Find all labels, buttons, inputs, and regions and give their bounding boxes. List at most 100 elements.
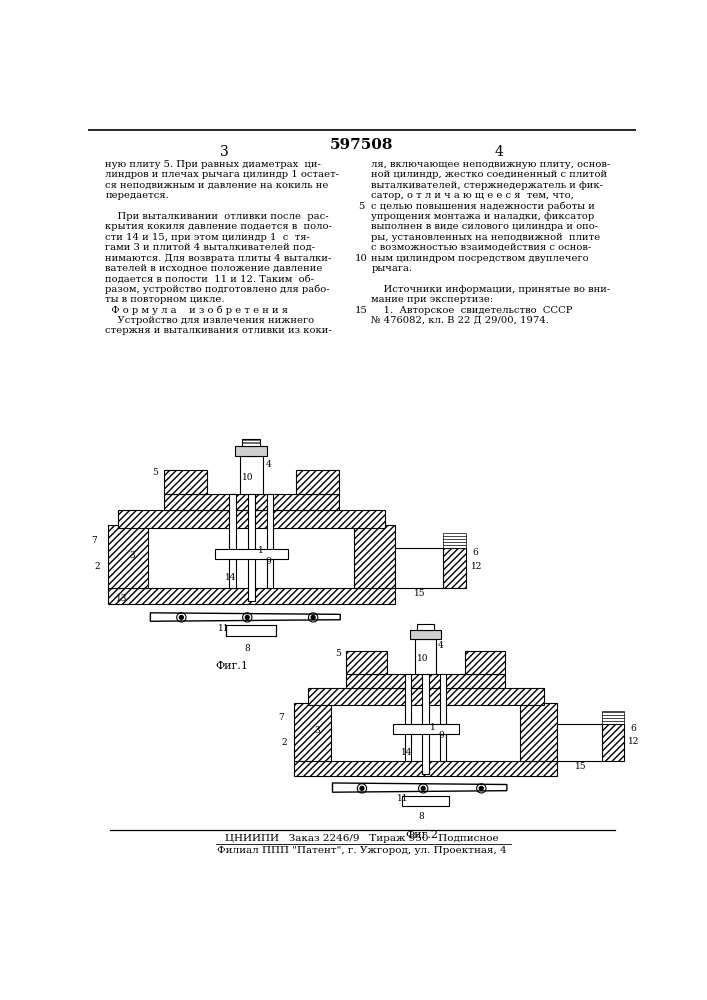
Text: выполнен в виде силового цилиндра и опо-: выполнен в виде силового цилиндра и опо- bbox=[371, 222, 598, 231]
Bar bbox=[230, 494, 235, 588]
Text: 3: 3 bbox=[220, 145, 228, 159]
Text: 6: 6 bbox=[631, 724, 636, 733]
Text: 13: 13 bbox=[116, 594, 127, 603]
Text: 1.  Авторское  свидетельство  СССР: 1. Авторское свидетельство СССР bbox=[371, 306, 573, 315]
Text: сти 14 и 15, при этом цилиндр 1  с  тя-: сти 14 и 15, при этом цилиндр 1 с тя- bbox=[105, 233, 310, 242]
Text: ля, включающее неподвижную плиту, основ-: ля, включающее неподвижную плиту, основ- bbox=[371, 160, 611, 169]
Circle shape bbox=[360, 786, 364, 790]
Text: 15: 15 bbox=[575, 762, 586, 771]
Text: крытия кокиля давление подается в  поло-: крытия кокиля давление подается в поло- bbox=[105, 222, 332, 231]
Text: передается.: передается. bbox=[105, 191, 169, 200]
Text: 10: 10 bbox=[243, 473, 254, 482]
Text: Ф о р м у л а    и з о б р е т е н и я: Ф о р м у л а и з о б р е т е н и я bbox=[105, 306, 288, 315]
Bar bbox=[393, 724, 459, 734]
Text: вателей в исходное положение давление: вателей в исходное положение давление bbox=[105, 264, 323, 273]
Text: ЦНИИПИ   Заказ 2246/9   Тираж 950   Подписное: ЦНИИПИ Заказ 2246/9 Тираж 950 Подписное bbox=[225, 834, 498, 843]
Text: с целью повышения надежности работы и: с целью повышения надежности работы и bbox=[371, 202, 595, 211]
Text: линдров и плечах рычага цилиндр 1 остает-: линдров и плечах рычага цилиндр 1 остает… bbox=[105, 170, 339, 179]
Text: ры, установленных на неподвижной  плите: ры, установленных на неподвижной плите bbox=[371, 233, 600, 242]
Text: ную плиту 5. При равных диаметрах  ци-: ную плиту 5. При равных диаметрах ци- bbox=[105, 160, 321, 169]
Text: 14: 14 bbox=[401, 748, 413, 757]
Text: 11: 11 bbox=[218, 624, 230, 633]
Text: подается в полости  11 и 12. Таким  об-: подается в полости 11 и 12. Таким об- bbox=[105, 274, 315, 283]
Text: 5: 5 bbox=[152, 468, 158, 477]
Circle shape bbox=[421, 786, 425, 790]
Text: 5: 5 bbox=[358, 202, 364, 211]
Text: 1: 1 bbox=[431, 723, 436, 732]
Circle shape bbox=[311, 615, 315, 619]
Polygon shape bbox=[332, 783, 507, 792]
Bar bbox=[215, 549, 288, 559]
Bar bbox=[440, 674, 445, 761]
Bar bbox=[402, 796, 449, 806]
Bar bbox=[248, 494, 255, 601]
Bar bbox=[395, 548, 443, 588]
Text: нимаются. Для возврата плиты 4 выталки-: нимаются. Для возврата плиты 4 выталки- bbox=[105, 254, 332, 263]
Bar bbox=[308, 688, 544, 705]
Bar bbox=[346, 674, 506, 688]
Text: № 476082, кл. В 22 Д 29/00, 1974.: № 476082, кл. В 22 Д 29/00, 1974. bbox=[371, 316, 549, 325]
Polygon shape bbox=[151, 613, 340, 621]
Bar bbox=[226, 625, 276, 636]
Text: Фиг.1: Фиг.1 bbox=[215, 661, 248, 671]
Bar bbox=[107, 525, 148, 588]
Text: При выталкивании  отливки после  рас-: При выталкивании отливки после рас- bbox=[105, 212, 329, 221]
Text: ной цилиндр, жестко соединенный с плитой: ной цилиндр, жестко соединенный с плитой bbox=[371, 170, 607, 179]
Text: 4: 4 bbox=[438, 641, 444, 650]
Text: 8: 8 bbox=[418, 812, 423, 821]
Circle shape bbox=[245, 615, 249, 619]
Text: Фиг.2: Фиг.2 bbox=[405, 830, 438, 840]
Bar bbox=[242, 439, 260, 446]
Text: выталкивателей, стержнедержатель и фик-: выталкивателей, стержнедержатель и фик- bbox=[371, 181, 603, 190]
Bar bbox=[520, 703, 557, 761]
Text: 2: 2 bbox=[281, 738, 287, 747]
Text: 3: 3 bbox=[314, 726, 320, 735]
Text: с возможностью взаимодействия с основ-: с возможностью взаимодействия с основ- bbox=[371, 243, 592, 252]
Bar bbox=[414, 639, 436, 674]
Text: 4: 4 bbox=[495, 145, 503, 159]
Bar bbox=[118, 510, 385, 528]
Text: 8: 8 bbox=[245, 644, 250, 653]
Bar bbox=[293, 761, 557, 776]
Text: 10: 10 bbox=[355, 254, 368, 263]
Text: 10: 10 bbox=[416, 654, 428, 663]
Text: 12: 12 bbox=[471, 562, 482, 571]
Bar bbox=[602, 724, 624, 761]
Text: стержня и выталкивания отливки из коки-: стержня и выталкивания отливки из коки- bbox=[105, 326, 332, 335]
Text: 5: 5 bbox=[335, 649, 341, 658]
Text: 3: 3 bbox=[130, 551, 135, 560]
Text: Филиал ППП "Патент", г. Ужгород, ул. Проектная, 4: Филиал ППП "Патент", г. Ужгород, ул. Про… bbox=[217, 846, 507, 855]
Text: 15: 15 bbox=[414, 589, 425, 598]
Text: 9: 9 bbox=[438, 732, 444, 740]
Bar bbox=[422, 674, 428, 774]
Text: Источники информации, принятые во вни-: Источники информации, принятые во вни- bbox=[371, 285, 611, 294]
Bar bbox=[410, 630, 441, 639]
Text: рычага.: рычага. bbox=[371, 264, 412, 273]
Text: сатор, о т л и ч а ю щ е е с я  тем, что,: сатор, о т л и ч а ю щ е е с я тем, что, bbox=[371, 191, 574, 200]
Bar bbox=[107, 588, 395, 604]
Text: 4: 4 bbox=[265, 460, 271, 469]
Text: 2: 2 bbox=[94, 562, 100, 571]
Bar bbox=[602, 711, 624, 724]
Bar bbox=[465, 651, 506, 674]
Text: 1: 1 bbox=[257, 546, 263, 555]
Text: 15: 15 bbox=[355, 306, 368, 315]
Text: 14: 14 bbox=[226, 573, 237, 582]
Text: 12: 12 bbox=[629, 737, 640, 746]
Text: 7: 7 bbox=[279, 713, 284, 722]
Bar bbox=[443, 548, 466, 588]
Text: 597508: 597508 bbox=[330, 138, 394, 152]
Bar bbox=[240, 456, 263, 494]
Text: ным цилиндром посредством двуплечего: ным цилиндром посредством двуплечего bbox=[371, 254, 589, 263]
Text: ты в повторном цикле.: ты в повторном цикле. bbox=[105, 295, 225, 304]
Bar bbox=[557, 724, 602, 761]
Text: ся неподвижным и давление на кокиль не: ся неподвижным и давление на кокиль не bbox=[105, 181, 329, 190]
Text: 6: 6 bbox=[472, 548, 478, 557]
Bar bbox=[164, 494, 339, 510]
Text: 7: 7 bbox=[91, 536, 97, 545]
Bar bbox=[405, 674, 411, 761]
Bar bbox=[293, 703, 331, 761]
Bar bbox=[417, 624, 434, 630]
Bar bbox=[235, 446, 267, 456]
Text: мание при экспертизе:: мание при экспертизе: bbox=[371, 295, 493, 304]
